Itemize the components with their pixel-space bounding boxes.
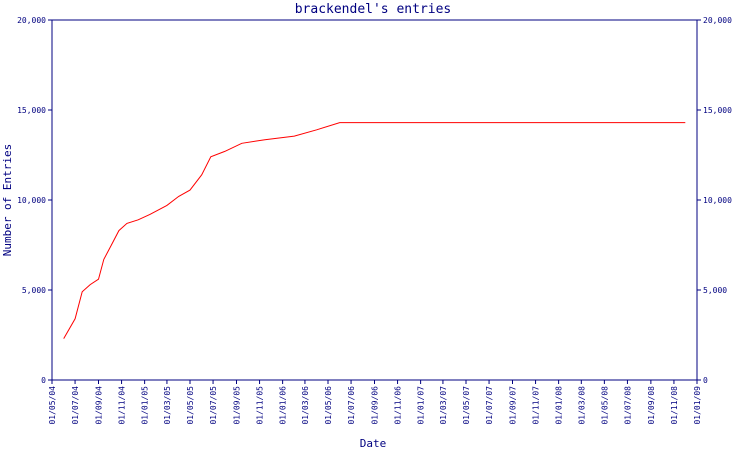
y-tick-label-right: 0 [703,376,708,385]
y-tick-label-right: 20,000 [703,16,732,25]
y-tick-label-left: 0 [41,376,46,385]
x-tick-label: 01/01/09 [693,386,702,425]
x-tick-label: 01/03/07 [439,386,448,425]
x-tick-label: 01/11/05 [256,386,265,425]
x-tick-label: 01/03/06 [301,386,310,425]
x-tick-label: 01/11/06 [394,386,403,425]
chart-title: brackendel's entries [295,2,452,17]
x-tick-label: 01/01/08 [555,386,564,425]
series-line [63,122,686,339]
x-tick-label: 01/09/08 [647,386,656,425]
x-tick-label: 01/05/07 [462,386,471,425]
x-tick-label: 01/05/06 [324,386,333,425]
x-axis-label: Date [360,437,387,450]
x-tick-label: 01/11/07 [532,386,541,425]
x-tick-label: 01/05/08 [600,386,609,425]
x-tick-label: 01/07/05 [209,386,218,425]
x-tick-label: 01/03/08 [577,386,586,425]
plot-frame [51,19,698,381]
x-tick-label: 01/07/06 [347,386,356,425]
y-tick-label-left: 20,000 [17,16,46,25]
x-tick-label: 01/01/07 [417,386,426,425]
y-tick-label-right: 15,000 [703,106,732,115]
x-tick-label: 01/05/04 [48,386,57,425]
x-tick-label: 01/07/07 [485,386,494,425]
x-tick-label: 01/03/05 [163,386,172,425]
y-tick-label-left: 10,000 [17,196,46,205]
y-tick-label-left: 5,000 [22,286,46,295]
x-tick-label: 01/07/04 [71,386,80,425]
y-axis-label: Number of Entries [1,144,14,257]
x-tick-label: 01/09/05 [233,386,242,425]
x-tick-label: 01/09/06 [371,386,380,425]
x-tick-label: 01/07/08 [623,386,632,425]
y-tick-label-right: 10,000 [703,196,732,205]
x-tick-label: 01/11/04 [118,386,127,425]
x-tick-label: 01/05/05 [186,386,195,425]
y-tick-label-left: 15,000 [17,106,46,115]
x-tick-label: 01/01/06 [279,386,288,425]
y-tick-label-right: 5,000 [703,286,727,295]
x-tick-label: 01/11/08 [670,386,679,425]
x-tick-label: 01/09/04 [95,386,104,425]
x-tick-label: 01/09/07 [508,386,517,425]
x-tick-label: 01/01/05 [141,386,150,425]
